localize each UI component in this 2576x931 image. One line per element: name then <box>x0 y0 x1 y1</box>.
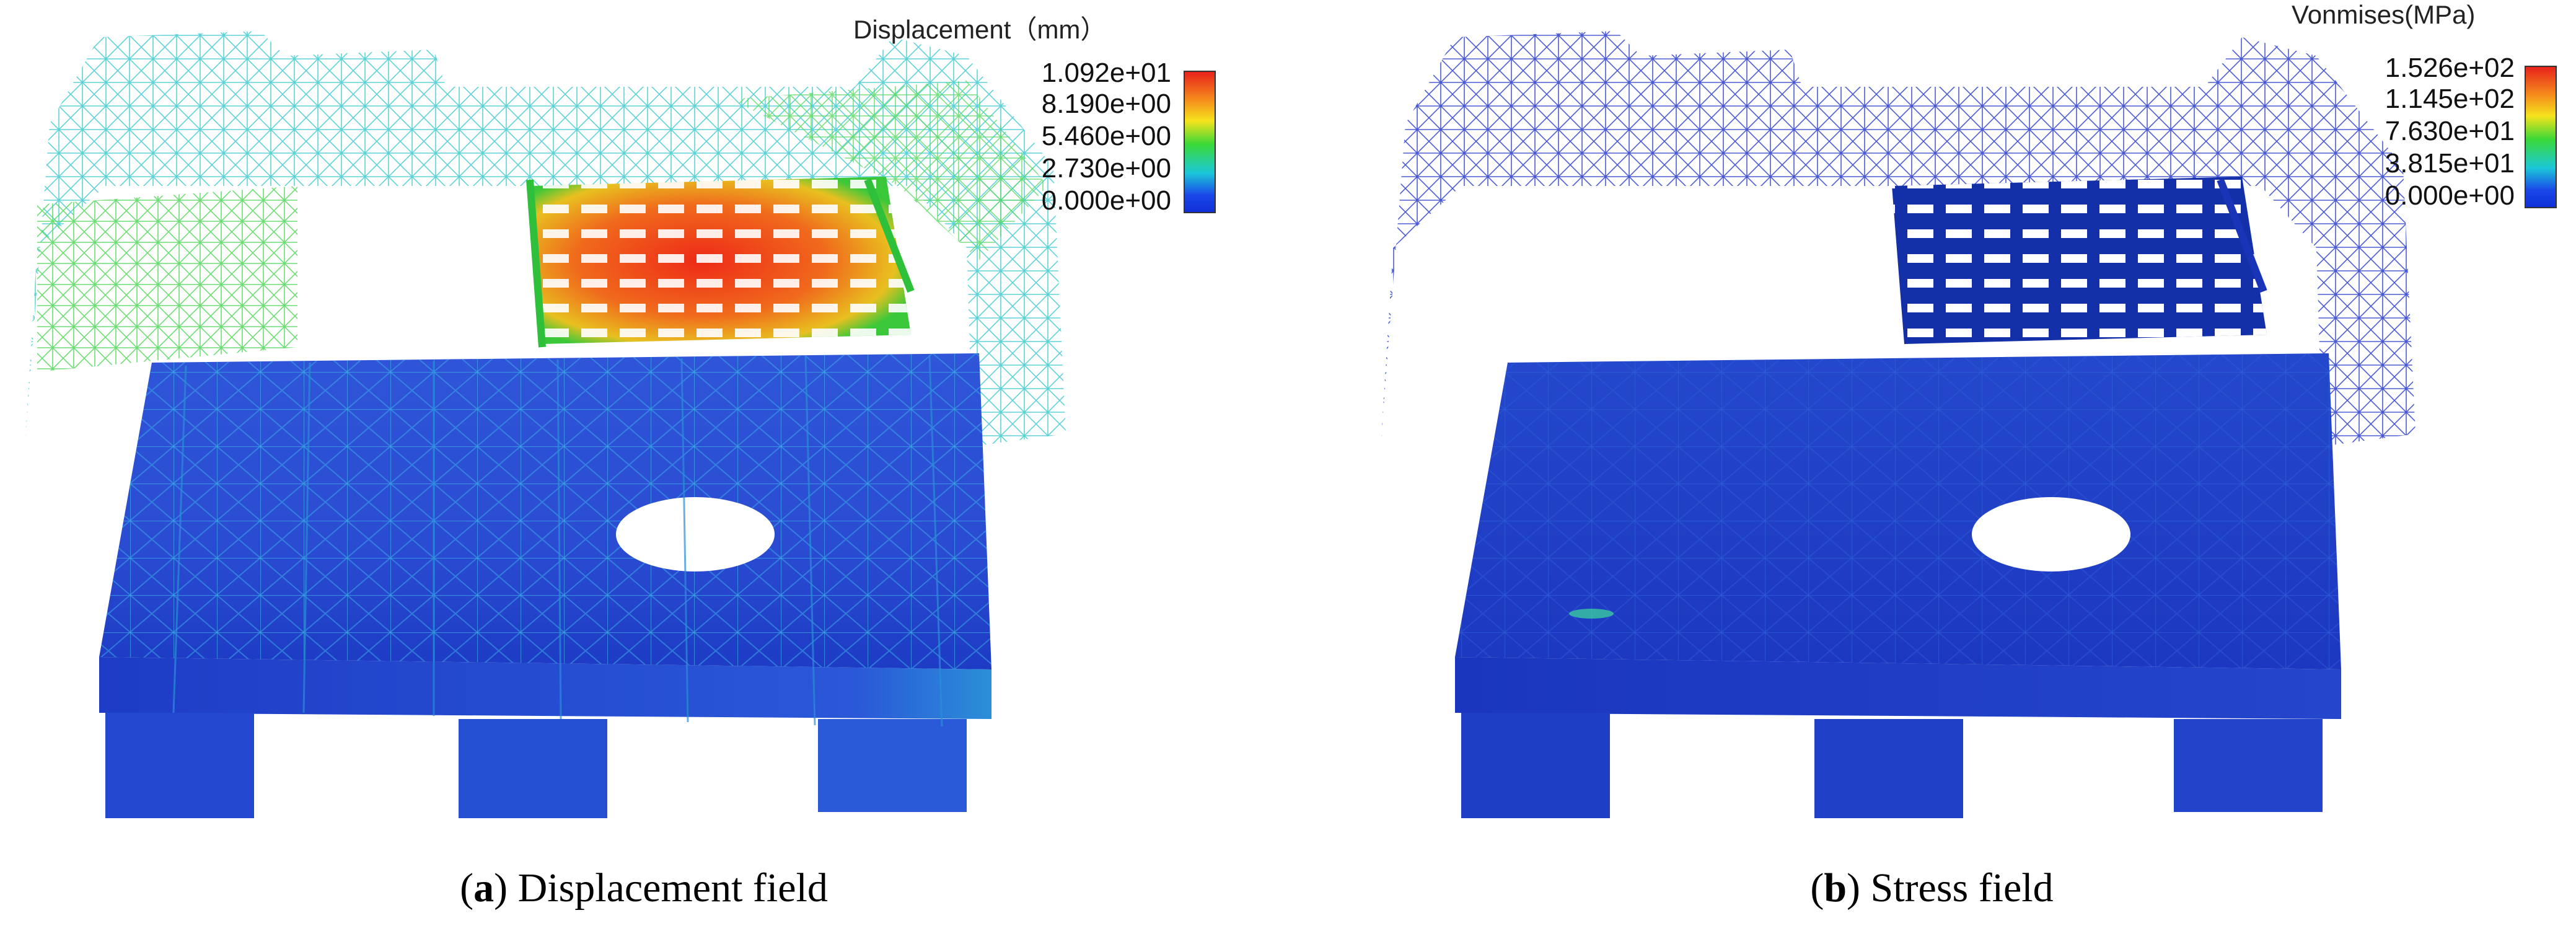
legend-title: Vonmises(MPa) <box>2292 0 2476 29</box>
legend-tick-label: 1.145e+02 <box>2385 84 2515 114</box>
caption-b: (b) Stress field <box>1810 865 2054 911</box>
legend-tick-label: 1.526e+02 <box>2385 53 2515 83</box>
legend-tick-label: 8.190e+00 <box>1041 89 1171 119</box>
legend-tick-label: 5.460e+00 <box>1041 121 1171 151</box>
caption-letter: b <box>1824 865 1847 911</box>
legend-tick-label: 0.000e+00 <box>2385 180 2515 211</box>
legend-tick-label: 1.092e+01 <box>1041 58 1171 88</box>
legend-tick-label: 7.630e+01 <box>2385 116 2515 146</box>
legend-tick-label: 0.000e+00 <box>1041 185 1171 216</box>
caption-text: Stress field <box>1870 865 2054 911</box>
caption-a: (a) Displacement field <box>460 865 828 911</box>
legend-colorbar <box>2525 66 2557 208</box>
legend-ticks: 1.092e+01 8.190e+00 5.460e+00 2.730e+00 … <box>1010 60 1171 221</box>
panel-stress: Vonmises(MPa) 1.526e+02 1.145e+02 7.630e… <box>1288 0 2576 931</box>
legend-title: Displacement（mm） <box>853 15 1107 44</box>
legend-ticks: 1.526e+02 1.145e+02 7.630e+01 3.815e+01 … <box>2347 55 2515 216</box>
panel-displacement: Displacement（mm） 1.092e+01 8.190e+00 5.4… <box>25 15 1216 911</box>
caption-text: Displacement field <box>517 865 828 911</box>
stress-model-render <box>1381 31 2416 818</box>
legend-colorbar <box>1184 71 1216 213</box>
caption-letter: a <box>473 865 495 911</box>
displacement-model-render <box>25 31 1066 818</box>
legend-tick-label: 3.815e+01 <box>2385 148 2515 179</box>
legend-tick-label: 2.730e+00 <box>1041 153 1171 183</box>
